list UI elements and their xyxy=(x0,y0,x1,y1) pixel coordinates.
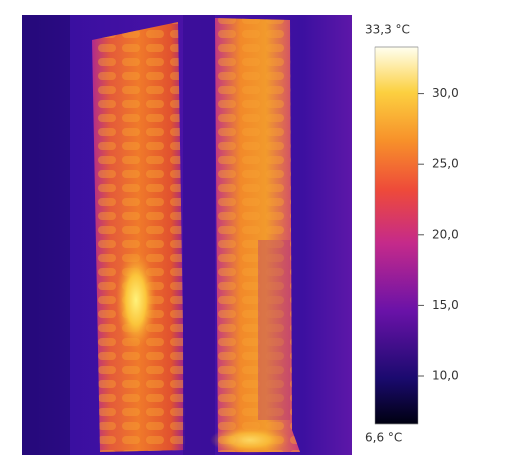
color-scale xyxy=(374,46,419,425)
scale-tick-label: 30,0 xyxy=(432,86,459,100)
scale-min-label: 6,6 °C xyxy=(365,431,402,445)
scale-tick-label: 25,0 xyxy=(432,157,459,171)
thermal-image xyxy=(22,15,352,455)
scale-max-label: 33,3 °C xyxy=(365,23,410,37)
scale-tick-label: 15,0 xyxy=(432,298,459,312)
scale-tick-label: 20,0 xyxy=(432,227,459,241)
scale-tick-label: 10,0 xyxy=(432,368,459,382)
